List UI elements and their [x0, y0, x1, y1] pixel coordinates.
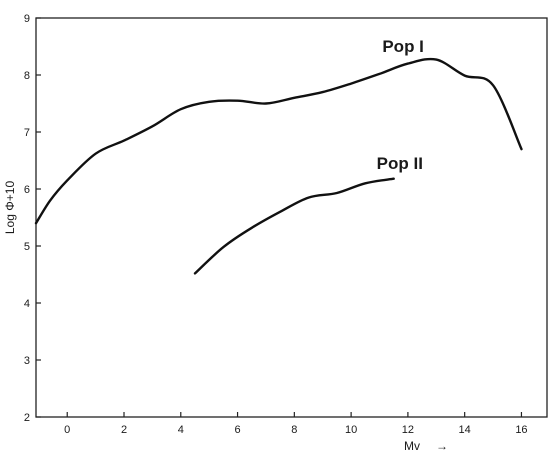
x-tick-label: 14 — [459, 424, 471, 436]
x-tick-label: 8 — [291, 424, 297, 436]
y-tick-label: 4 — [24, 298, 30, 310]
series-labels: Pop I Pop II — [377, 37, 424, 173]
y-tick-label: 3 — [24, 355, 30, 367]
series-line-pop-i — [34, 57, 523, 225]
x-tick-label: 10 — [345, 424, 357, 436]
ticks: 0 2 4 6 8 10 12 14 16 2 3 4 5 6 7 8 9 — [24, 13, 528, 436]
x-axis-title: Mv — [404, 439, 420, 453]
y-axis-title: Log Φ+10 — [3, 181, 17, 235]
series-lines — [34, 57, 523, 275]
x-tick-label: 16 — [515, 424, 527, 436]
series-label-pop-ii: Pop II — [377, 154, 423, 173]
y-tick-label: 8 — [24, 70, 30, 82]
y-tick-label: 9 — [24, 13, 30, 25]
x-tick-label: 6 — [234, 424, 240, 436]
y-tick-label: 5 — [24, 241, 30, 253]
x-tick-label: 0 — [64, 424, 70, 436]
x-tick-label: 2 — [121, 424, 127, 436]
y-tick-label: 7 — [24, 127, 30, 139]
x-tick-label: 12 — [402, 424, 414, 436]
axes — [35, 17, 548, 418]
series-label-pop-i: Pop I — [382, 37, 424, 56]
y-tick-label: 6 — [24, 184, 30, 196]
y-tick-label: 2 — [24, 412, 30, 424]
x-axis-arrow: → — [436, 439, 448, 453]
x-tick-label: 4 — [178, 424, 184, 436]
series-line-pop-ii — [193, 177, 395, 275]
plot-frame — [35, 17, 548, 418]
